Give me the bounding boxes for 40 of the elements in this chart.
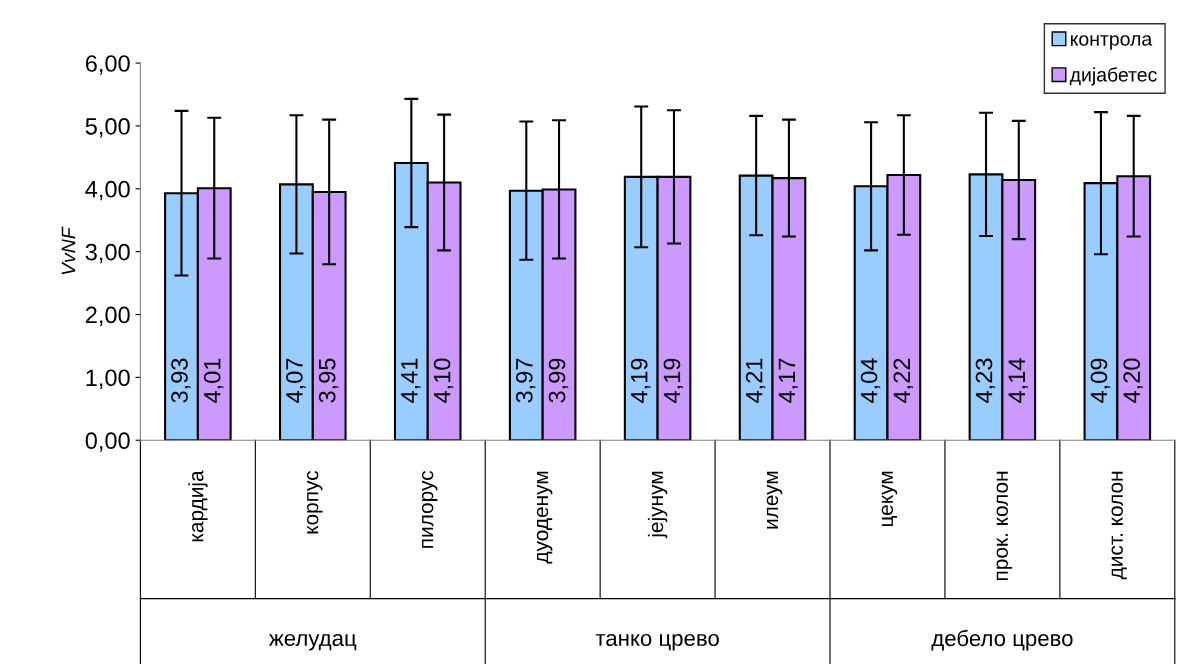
data-label: 3,97 bbox=[515, 358, 536, 403]
data-label: 4,07 bbox=[286, 358, 306, 403]
data-label: 4,10 bbox=[433, 358, 454, 403]
x-tick-label: илеум bbox=[766, 471, 783, 529]
x-tick-label: дист. колон bbox=[1111, 471, 1127, 580]
legend-label: дијабетес bbox=[1069, 67, 1157, 86]
data-label: 4,04 bbox=[860, 358, 881, 403]
data-label: 4,14 bbox=[1008, 358, 1028, 403]
data-label: 4,01 bbox=[203, 358, 224, 403]
x-tick-label: корпус bbox=[306, 470, 323, 534]
y-tick-label: 4,00 bbox=[85, 180, 130, 201]
x-tick-label: цекум bbox=[881, 471, 898, 527]
data-label: 3,99 bbox=[548, 358, 569, 403]
y-tick-label: 0,00 bbox=[85, 432, 130, 452]
data-label: 4,19 bbox=[630, 358, 651, 403]
data-label: 4,21 bbox=[745, 358, 766, 403]
data-label: 4,09 bbox=[1090, 358, 1111, 403]
text: желудац bbox=[268, 633, 357, 651]
y-axis-title: VvNF bbox=[61, 226, 76, 275]
x-tick-label: дуоденум bbox=[536, 471, 553, 564]
data-label: 4,20 bbox=[1123, 358, 1143, 403]
y-tick-label: 3,00 bbox=[85, 243, 130, 264]
legend-label: контрола bbox=[1070, 35, 1153, 50]
text: дебело црево bbox=[931, 629, 1073, 651]
text: танко црево bbox=[595, 633, 719, 651]
y-tick-label: 6,00 bbox=[85, 55, 130, 75]
x-tick-label: јејунум bbox=[647, 471, 668, 539]
y-tick-label: 5,00 bbox=[85, 118, 130, 138]
y-tick-label: 1,00 bbox=[86, 369, 130, 389]
x-tick-label: прок. колон bbox=[996, 471, 1013, 581]
data-label: 4,22 bbox=[893, 358, 913, 403]
data-label: 4,23 bbox=[975, 358, 996, 403]
data-label: 3,93 bbox=[171, 358, 191, 403]
data-label: 4,17 bbox=[778, 358, 799, 403]
x-tick-label: пилорус bbox=[421, 470, 438, 548]
data-label: 4,19 bbox=[663, 358, 684, 403]
y-tick-label: 2,00 bbox=[85, 306, 130, 327]
data-label: 3,95 bbox=[318, 358, 339, 403]
data-label: 4,41 bbox=[401, 358, 421, 403]
x-tick-label: кардија bbox=[188, 470, 208, 542]
